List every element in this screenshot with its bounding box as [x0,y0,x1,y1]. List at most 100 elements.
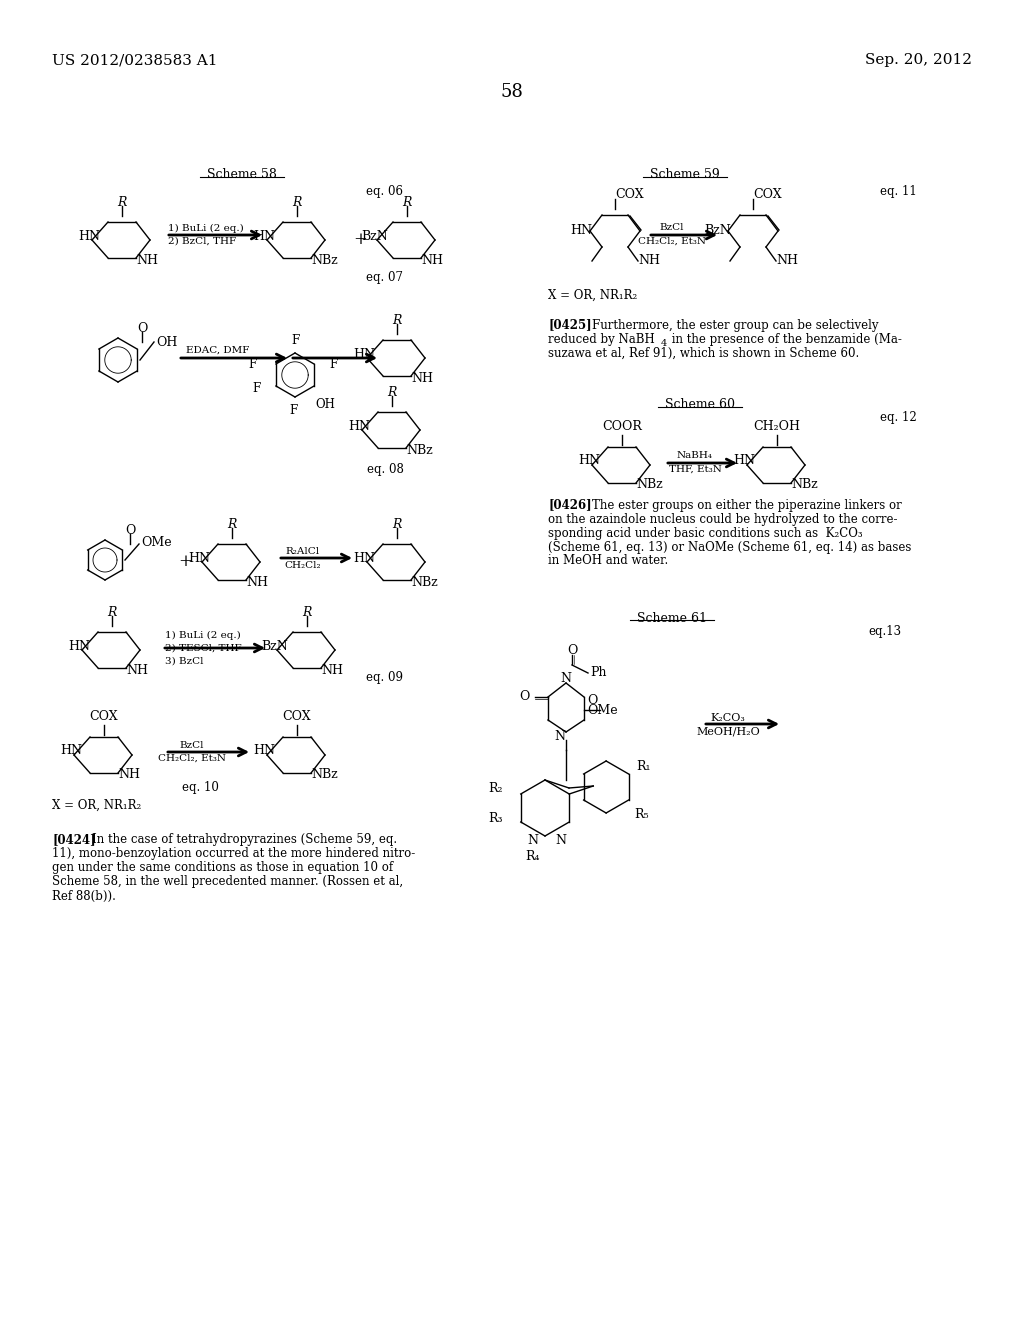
Text: CH₂OH: CH₂OH [754,421,801,433]
Text: In the case of tetrahydropyrazines (Scheme 59, eq.: In the case of tetrahydropyrazines (Sche… [92,833,397,846]
Text: OMe: OMe [141,536,172,549]
Text: R: R [402,195,412,209]
Text: 1) BuLi (2 eq.): 1) BuLi (2 eq.) [165,631,241,640]
Text: BzCl: BzCl [659,223,684,232]
Text: eq.13: eq.13 [868,626,901,639]
Text: HN: HN [578,454,600,467]
Text: NH: NH [638,255,660,268]
Text: K₂CO₃: K₂CO₃ [711,713,745,723]
Text: 1) BuLi (2 eq.): 1) BuLi (2 eq.) [168,223,244,232]
Text: HN: HN [348,420,370,433]
Text: NH: NH [321,664,343,676]
Text: gen under the same conditions as those in equation 10 of: gen under the same conditions as those i… [52,862,393,874]
Text: suzawa et al, Ref 91), which is shown in Scheme 60.: suzawa et al, Ref 91), which is shown in… [548,346,859,359]
Text: NH: NH [776,255,798,268]
Text: R: R [392,517,401,531]
Text: BzCl: BzCl [180,741,204,750]
Text: OH: OH [156,335,177,348]
Text: 2) BzCl, THF: 2) BzCl, THF [168,236,237,246]
Text: sponding acid under basic conditions such as  K₂CO₃: sponding acid under basic conditions suc… [548,527,862,540]
Text: O: O [587,693,597,706]
Text: The ester groups on either the piperazine linkers or: The ester groups on either the piperazin… [592,499,902,511]
Text: HN: HN [188,552,210,565]
Text: HN: HN [253,744,275,758]
Text: eq. 08: eq. 08 [367,463,403,477]
Text: on the azaindole nucleus could be hydrolyzed to the corre-: on the azaindole nucleus could be hydrol… [548,512,897,525]
Text: N: N [560,672,571,685]
Text: THF, Et₃N: THF, Et₃N [669,465,722,474]
Text: HN: HN [253,230,275,243]
Text: O: O [519,690,530,704]
Text: Scheme 58, in the well precedented manner. (Rossen et al,: Scheme 58, in the well precedented manne… [52,875,403,888]
Text: HN: HN [733,454,755,467]
Text: F: F [329,359,337,371]
Text: R₃: R₃ [488,812,503,825]
Text: OH: OH [315,399,335,412]
Text: Scheme 59: Scheme 59 [650,169,720,181]
Text: US 2012/0238583 A1: US 2012/0238583 A1 [52,53,217,67]
Text: Scheme 61: Scheme 61 [637,611,707,624]
Text: CH₂Cl₂, Et₃N: CH₂Cl₂, Et₃N [638,236,706,246]
Text: EDAC, DMF: EDAC, DMF [186,346,250,355]
Text: NBz: NBz [311,253,338,267]
Text: [0426]: [0426] [548,499,592,511]
Text: R: R [292,195,302,209]
Text: HN: HN [60,744,82,758]
Text: COX: COX [753,189,781,202]
Text: [0425]: [0425] [548,318,592,331]
Text: 4: 4 [662,338,668,347]
Text: eq. 06: eq. 06 [367,186,403,198]
Text: HN: HN [68,639,90,652]
Text: Furthermore, the ester group can be selectively: Furthermore, the ester group can be sele… [592,318,879,331]
Text: NBz: NBz [636,479,663,491]
Text: HN: HN [570,224,592,238]
Text: Scheme 60: Scheme 60 [665,399,735,412]
Text: NBz: NBz [411,576,437,589]
Text: 2) TESCl, THF: 2) TESCl, THF [165,644,242,652]
Text: NH: NH [118,768,140,781]
Text: F: F [291,334,299,347]
Text: Ref 88(b)).: Ref 88(b)). [52,890,116,903]
Text: O: O [125,524,135,536]
Text: HN: HN [353,347,375,360]
Text: R₅: R₅ [634,808,649,821]
Text: R: R [392,314,401,326]
Text: COX: COX [615,189,644,202]
Text: Ph: Ph [590,665,606,678]
Text: MeOH/H₂O: MeOH/H₂O [696,726,760,737]
Text: N: N [555,730,565,742]
Text: R₂AlCl: R₂AlCl [286,548,321,557]
Text: CH₂Cl₂: CH₂Cl₂ [285,561,322,569]
Text: O: O [567,644,578,656]
Text: 3) BzCl: 3) BzCl [165,656,204,665]
Text: [0424]: [0424] [52,833,95,846]
Text: NH: NH [246,576,268,589]
Text: X = OR, NR₁R₂: X = OR, NR₁R₂ [548,289,637,301]
Text: NBz: NBz [791,479,818,491]
Text: NH: NH [126,664,148,676]
Text: HN: HN [353,552,375,565]
Text: BzN: BzN [261,639,288,652]
Text: BzN: BzN [705,224,731,238]
Text: NBz: NBz [406,444,433,457]
Text: N: N [555,833,566,846]
Text: F: F [289,404,297,417]
Text: F: F [249,359,257,371]
Text: NH: NH [136,253,158,267]
Text: NH: NH [421,253,443,267]
Text: in the presence of the benzamide (Ma-: in the presence of the benzamide (Ma- [668,333,902,346]
Text: eq. 10: eq. 10 [181,780,218,793]
Text: CH₂Cl₂, Et₃N: CH₂Cl₂, Et₃N [158,754,226,763]
Text: (Scheme 61, eq. 13) or NaOMe (Scheme 61, eq. 14) as bases: (Scheme 61, eq. 13) or NaOMe (Scheme 61,… [548,540,911,553]
Text: eq. 09: eq. 09 [367,672,403,685]
Text: R: R [302,606,311,619]
Text: O: O [137,322,147,334]
Text: NH: NH [411,371,433,384]
Text: in MeOH and water.: in MeOH and water. [548,554,669,568]
Text: HN: HN [78,230,100,243]
Text: R₂: R₂ [488,781,503,795]
Text: Scheme 58: Scheme 58 [207,169,276,181]
Text: R: R [118,195,127,209]
Text: NBz: NBz [311,768,338,781]
Text: 58: 58 [501,83,523,102]
